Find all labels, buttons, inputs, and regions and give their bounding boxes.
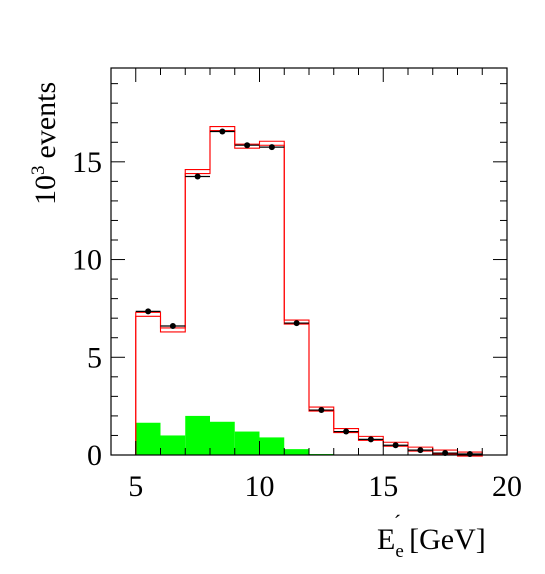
data-point — [145, 308, 152, 315]
data-point — [219, 128, 226, 135]
green-bar — [185, 415, 210, 455]
y-tick-label: 5 — [87, 341, 102, 374]
y-axis-title: 103 events — [28, 82, 62, 205]
data-point — [194, 173, 201, 180]
green-bar — [160, 435, 186, 455]
data-point — [367, 436, 374, 443]
x-tick-label: 15 — [368, 470, 398, 503]
x-axis-title-prime: ´ — [394, 510, 401, 535]
data-point — [268, 144, 275, 151]
y-axis-title-base: 10 — [29, 175, 62, 205]
data-point — [417, 447, 424, 454]
green-bar — [259, 437, 285, 455]
green-bar — [210, 421, 235, 455]
plot-frame — [110, 67, 508, 456]
data-point — [392, 442, 399, 449]
x-tick-label: 10 — [245, 470, 275, 503]
green-bar — [234, 431, 260, 455]
data-point — [466, 451, 473, 458]
background-histogram — [135, 415, 334, 455]
data-point — [169, 323, 176, 329]
data-point — [343, 428, 350, 435]
y-tick-label: 10 — [72, 244, 102, 277]
red-step-line-inner — [135, 130, 483, 457]
data-point — [293, 320, 300, 327]
x-axis-title: Ee ´ [GeV] — [377, 510, 486, 562]
x-axis-title-symbol: E — [377, 523, 395, 556]
y-tick-label: 15 — [72, 146, 102, 179]
y-axis-title-text: events — [29, 82, 62, 159]
green-bar — [284, 449, 309, 455]
x-tick-label: 5 — [128, 470, 143, 503]
y-axis-title-exponent: 3 — [28, 166, 49, 176]
green-bar — [135, 422, 161, 455]
x-axis-title-subscript: e — [395, 541, 403, 562]
data-point — [318, 407, 325, 414]
y-tick-label: 0 — [87, 439, 102, 472]
data-point — [244, 142, 251, 149]
data-points — [135, 128, 483, 458]
x-tick-label: 20 — [492, 470, 522, 503]
x-axis-title-unit: [GeV] — [409, 523, 486, 556]
